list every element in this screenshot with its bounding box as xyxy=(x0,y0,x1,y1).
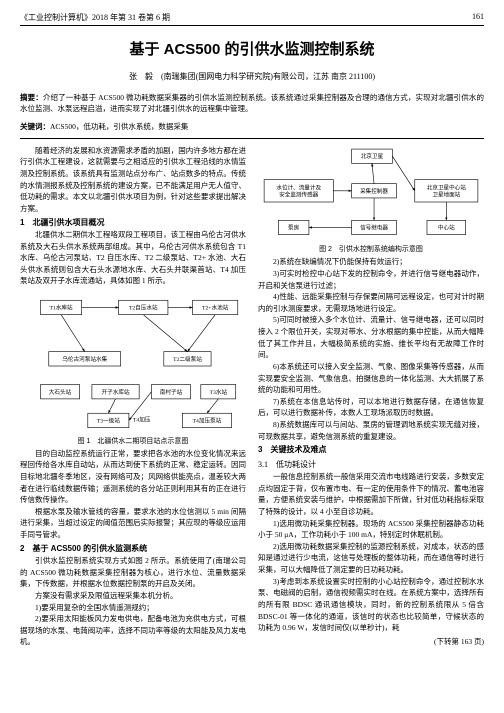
svg-text:T3水站: T3水站 xyxy=(210,388,228,396)
right-r3: 4)性能、远能采集控制与存保要间隔可远程设定，也可对计时期内的引水测度要求，无需… xyxy=(258,291,484,314)
svg-text:卫星地面站: 卫星地面站 xyxy=(432,190,460,198)
svg-text:信号继电器: 信号继电器 xyxy=(360,223,388,231)
right-r8: 一般信息控制系统一般信采用交流市电线路进行安装，多数安定点均固定于背，仅布置市电… xyxy=(258,471,484,518)
left-h1: 1 北疆引供水项目概况 xyxy=(20,217,246,229)
right-r7: 8)系统数据库可以与间站、泵房的管理调地系统实现无缝对接，可现数据共享，避免信测… xyxy=(258,419,484,442)
article-title: 基于 ACS500 的引供水监测控制系统 xyxy=(20,38,484,59)
abstract-text: 介绍了一种基于 ACS500 微功耗数据采集器的引供水监测控制系统。该系统通过采… xyxy=(20,93,484,113)
left-p2: 北疆供水二期供水工程咯双段工程项目，该工程由乌伦古河供水系统及大石头供水系统两部… xyxy=(20,229,246,287)
svg-text:T3一级站: T3一级站 xyxy=(97,417,120,425)
left-h2: 2 基于 ACS500 的引供水监测系统 xyxy=(20,543,246,555)
left-p5: 引供水监控制系统实现方式如图 2 所示。系统使用了(南瑞公司的 ACS500 微… xyxy=(20,555,246,590)
svg-text:中心站: 中心站 xyxy=(438,223,455,231)
svg-text:采集控制器: 采集控制器 xyxy=(360,187,388,195)
right-r10: 2)选用微功耗数据采集控制的监源控制系统，对成本，状态的感知是通过进行少电流，这… xyxy=(258,541,484,576)
right-r4: 5)可同时被接入多个水位计、流量计、信号继电器，还可以同时接入 2 个限位开关，… xyxy=(258,314,484,361)
page-header: 《工业控制计算机》2018 年第 31 卷第 6 期 161 xyxy=(20,12,484,26)
keywords: 关键词：ACS500，低功耗，引供水系统，数据采集 xyxy=(20,121,484,132)
right-r1: 2)系统在缺编情况下仍能保持有效运行； xyxy=(258,256,484,268)
svg-text:T4加压: T4加压 xyxy=(133,416,151,424)
figure-1: T1水库站 T2自压水站 T2+水池站乌伦古河泵站水集 T2二级泵站大石头站 开子水库站… xyxy=(20,290,246,434)
svg-text:北京卫星: 北京卫星 xyxy=(361,152,384,160)
svg-text:T2+水池站: T2+水池站 xyxy=(202,304,229,312)
continuation-note: (下转第 163 页) xyxy=(258,636,484,648)
figure-2: 北京卫星水位计、流量计及安全监测传感器 采集控制器 北京卫星中心站卫星地面站泵房 信号… xyxy=(258,145,484,243)
right-r2: 3)可实时检控中心站下发的控制命令，并进行信号继电器动作，开启和关信泵进行过滤； xyxy=(258,268,484,291)
right-column: 北京卫星水位计、流量计及安全监测传感器 采集控制器 北京卫星中心站卫星地面站泵房 信号… xyxy=(258,145,484,648)
right-r11: 3)考虑到本系统设置实时控制的小心站控制命令，通过控制水水泵、电磁阀的启制，通信… xyxy=(258,576,484,634)
keywords-text: ACS500，低功耗，引供水系统，数据采集 xyxy=(50,122,188,131)
svg-text:泵房: 泵房 xyxy=(288,223,300,231)
right-r5: 6)本系统还可以接入安全监测、气象、图像采集等传感器，从而实现要安全监测、气象信… xyxy=(258,361,484,396)
svg-text:乌伦古河泵站水集: 乌伦古河泵站水集 xyxy=(62,355,107,363)
divider xyxy=(20,138,484,139)
svg-text:T1水库站: T1水库站 xyxy=(50,304,73,312)
abstract-label: 摘要： xyxy=(20,93,43,102)
right-h3: 3 关键技术及难点 xyxy=(258,444,484,456)
svg-text:北京卫星中心站: 北京卫星中心站 xyxy=(427,183,466,191)
svg-text:安全监测传感器: 安全监测传感器 xyxy=(279,190,318,198)
svg-text:T4加压泵站: T4加压泵站 xyxy=(193,417,222,425)
left-p8: 2)要采用太阳能板风力发电供电，配备电池为充供电方式，可根据现场的水泵、电蒟阀功… xyxy=(20,613,246,648)
right-r6: 7)系统在本信息站传时，可以本地进行数据存储，在通信恢复后，可以进行数据补传，本… xyxy=(258,396,484,419)
svg-text:T2二级泵站: T2二级泵站 xyxy=(173,355,202,363)
body-columns: 随着经济的发展和水资源需求矛盾的加剧，国内许多地方都在进行引供水工程建设，这就需… xyxy=(20,145,484,648)
page-number: 161 xyxy=(472,12,484,23)
fig2-caption: 图 2 引供水控制系统编构示意图 xyxy=(258,245,484,256)
left-column: 随着经济的发展和水资源需求矛盾的加剧，国内许多地方都在进行引供水工程建设，这就需… xyxy=(20,145,246,648)
keywords-label: 关键词： xyxy=(20,122,50,131)
figure-2-svg: 北京卫星水位计、流量计及安全监测传感器 采集控制器 北京卫星中心站卫星地面站泵房 信号… xyxy=(258,145,484,243)
left-p4: 根据水泵及输水管线的容量，要求水池的水位信测以 5 min 间隔进行采集，当超过… xyxy=(20,506,246,541)
svg-text:大石头站: 大石头站 xyxy=(49,388,72,396)
right-r9: 1)选用微功耗采集控制器。现场的 ACS500 采集控制器静态功耗小于 50 μ… xyxy=(258,518,484,541)
svg-text:T2自压水站: T2自压水站 xyxy=(129,304,158,312)
page: 《工业控制计算机》2018 年第 31 卷第 6 期 161 基于 ACS500… xyxy=(0,0,504,660)
right-h31: 3.1 低功耗设计 xyxy=(258,459,484,471)
left-p6: 方案没有需求采及限值远程采集本机分析。 xyxy=(20,590,246,602)
abstract: 摘要：介绍了一种基于 ACS500 微功耗数据采集器的引供水监测控制系统。该系统… xyxy=(20,92,484,115)
svg-text:南村子站: 南村子站 xyxy=(160,388,183,396)
left-p1: 随着经济的发展和水资源需求矛盾的加剧，国内许多地方都在进行引供水工程建设，这就需… xyxy=(20,145,246,215)
svg-text:水位计、流量计及: 水位计、流量计及 xyxy=(276,183,321,191)
journal-name: 《工业控制计算机》2018 年第 31 卷第 6 期 xyxy=(20,12,170,23)
left-p3: 目的自动监控系统运行正常，要求把各水池的水位变化情况来远程回传给各水库自动站，从… xyxy=(20,448,246,506)
left-p7: 1)要采用复杂的全国水情遥测规约； xyxy=(20,602,246,614)
svg-text:开子水库站: 开子水库站 xyxy=(101,388,130,396)
figure-1-svg: T1水库站 T2自压水站 T2+水池站乌伦古河泵站水集 T2二级泵站大石头站 开子水库站… xyxy=(20,290,246,434)
fig1-caption: 图 1 北疆供水二期项目站点示意图 xyxy=(20,437,246,448)
author-line: 张 毅 (南瑞集团(国网电力科学研究院)有限公司，江苏 南京 211100) xyxy=(20,71,484,82)
